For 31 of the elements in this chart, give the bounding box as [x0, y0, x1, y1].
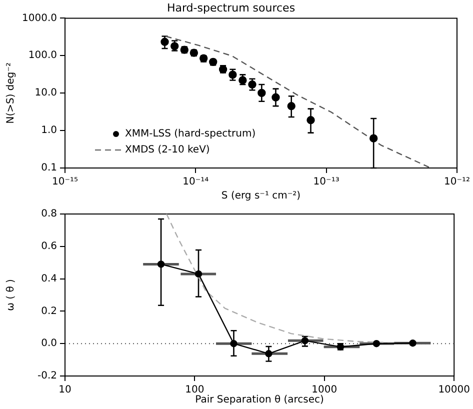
x-tick-label: 100 [185, 384, 204, 396]
point [301, 337, 309, 344]
x-tick-label: 10⁻¹⁴ [182, 176, 209, 188]
y-tick-label: -0.2 [37, 370, 57, 382]
x-tick-label: 10 [58, 384, 72, 396]
x-axis-title: S (erg s⁻¹ cm⁻²) [221, 190, 301, 202]
legend-label: XMM-LSS (hard-spectrum) [125, 128, 256, 140]
point [194, 270, 202, 278]
y-axis-title: ω ( θ ) [6, 278, 17, 311]
x-tick-label: 1000 [312, 384, 338, 396]
y-tick-label: 0.6 [41, 240, 57, 252]
y-axis-title: N(>S) deg⁻² [6, 62, 17, 124]
x-tick-label: 10⁻¹² [444, 176, 470, 188]
y-tick-label: 0.2 [41, 306, 57, 317]
y-tick-label: 1000.0 [22, 12, 57, 24]
x-axis-title: Pair Separation θ (arcsec) [195, 394, 324, 406]
point [265, 350, 272, 358]
x-tick-label: 10000 [438, 384, 470, 396]
x-tick-label: 10⁻¹³ [313, 176, 340, 188]
point [157, 260, 165, 268]
y-tick-label: 0.1 [41, 162, 57, 174]
x-tick-label: 10⁻¹⁵ [52, 176, 78, 188]
point [230, 340, 238, 348]
chart-title: Hard-spectrum sources [166, 1, 296, 14]
y-tick-label: 1.0 [41, 125, 57, 136]
y-tick-label: 0.0 [41, 338, 57, 350]
y-tick-label: 0.8 [41, 208, 57, 220]
legend-label: XMDS (2-10 keV) [125, 144, 210, 156]
y-tick-label: 10.0 [34, 88, 57, 99]
y-tick-label: 100.0 [28, 50, 57, 62]
y-tick-label: 0.4 [41, 273, 57, 284]
